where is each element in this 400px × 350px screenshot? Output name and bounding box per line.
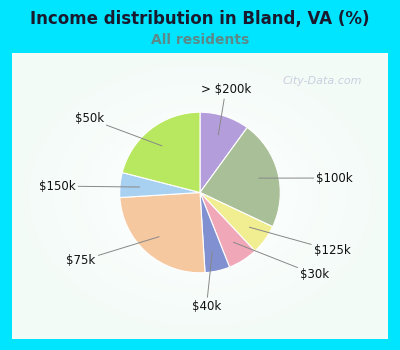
Text: $30k: $30k	[234, 242, 330, 281]
Text: City-Data.com: City-Data.com	[283, 76, 362, 86]
Wedge shape	[120, 193, 205, 273]
Wedge shape	[200, 193, 255, 267]
Text: All residents: All residents	[151, 33, 249, 47]
Wedge shape	[200, 127, 280, 227]
Text: $125k: $125k	[250, 227, 351, 257]
Text: $40k: $40k	[192, 252, 221, 313]
Wedge shape	[120, 173, 200, 197]
Wedge shape	[200, 112, 247, 193]
Text: $50k: $50k	[74, 112, 162, 146]
Wedge shape	[122, 112, 200, 193]
Wedge shape	[200, 193, 273, 251]
Wedge shape	[200, 193, 230, 273]
Text: $75k: $75k	[66, 237, 159, 267]
Text: > $200k: > $200k	[200, 83, 251, 135]
Text: $100k: $100k	[259, 172, 353, 184]
Text: Income distribution in Bland, VA (%): Income distribution in Bland, VA (%)	[30, 10, 370, 28]
Text: $150k: $150k	[39, 180, 140, 193]
